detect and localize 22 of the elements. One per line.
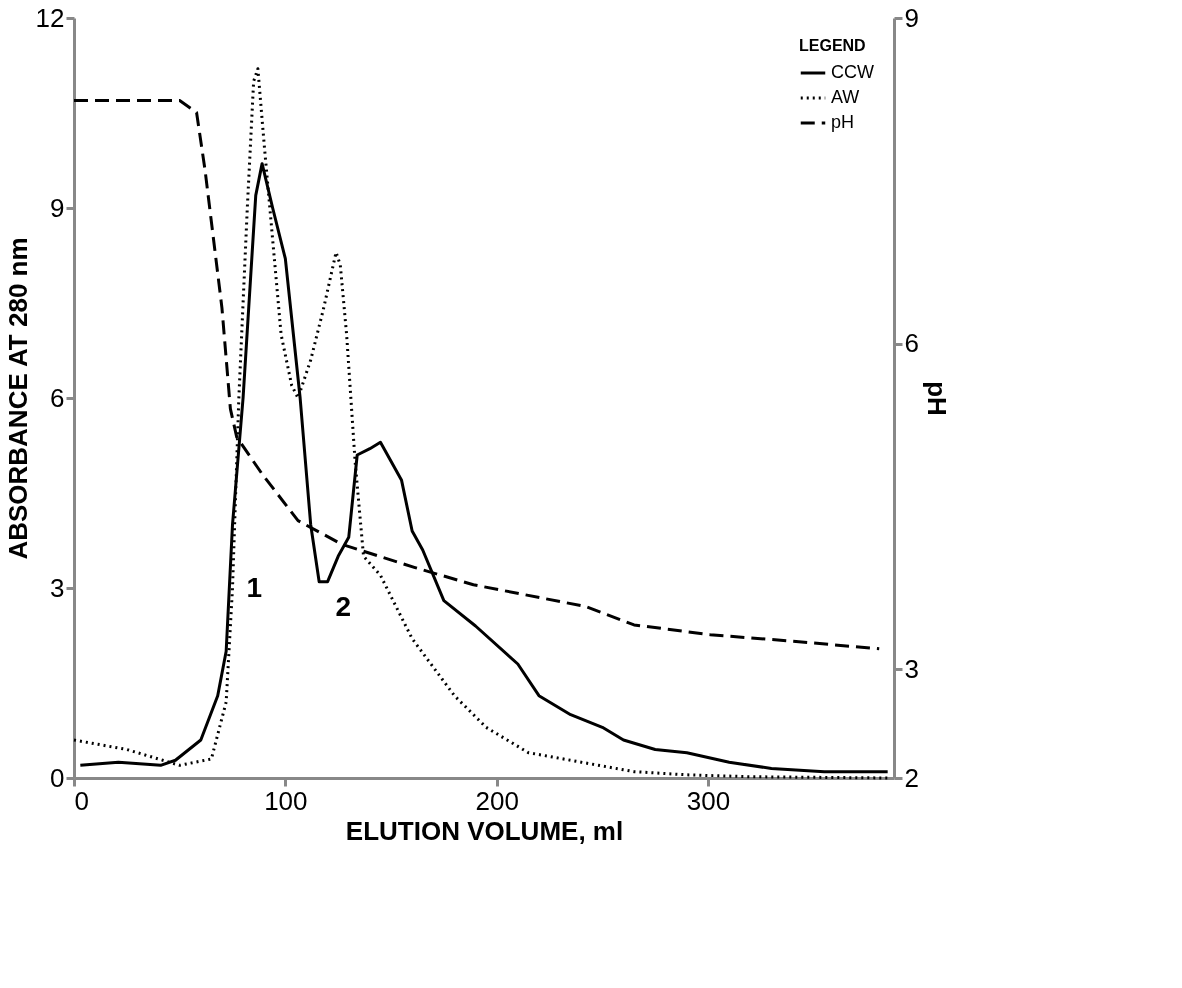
annotation: 2 [335,590,351,622]
y-tick-label: 0 [50,762,65,793]
y-tick-label: 12 [35,2,65,33]
legend-label: pH [831,112,855,132]
x-tick-label: 0 [74,785,89,816]
y-axis-title: ABSORBANCE AT 280 nm [2,237,33,560]
y-tick-label: 6 [50,382,65,413]
y2-tick-label: 3 [904,653,919,684]
legend-label: AW [831,87,860,107]
y2-tick-label: 6 [904,328,919,359]
y-tick-label: 3 [50,572,65,603]
annotation: 1 [246,571,263,603]
x-tick-label: 300 [686,785,731,816]
y2-axis-title: pH [921,381,952,416]
x-tick-label: 200 [475,785,519,816]
x-axis-title: ELUTION VOLUME, ml [345,815,624,846]
y2-tick-label: 9 [904,2,919,33]
x-tick-label: 100 [264,785,308,816]
y2-tick-label: 2 [904,762,919,793]
legend-label: CCW [831,62,874,82]
y-tick-label: 9 [50,192,65,223]
legend-title: LEGEND [799,37,866,54]
